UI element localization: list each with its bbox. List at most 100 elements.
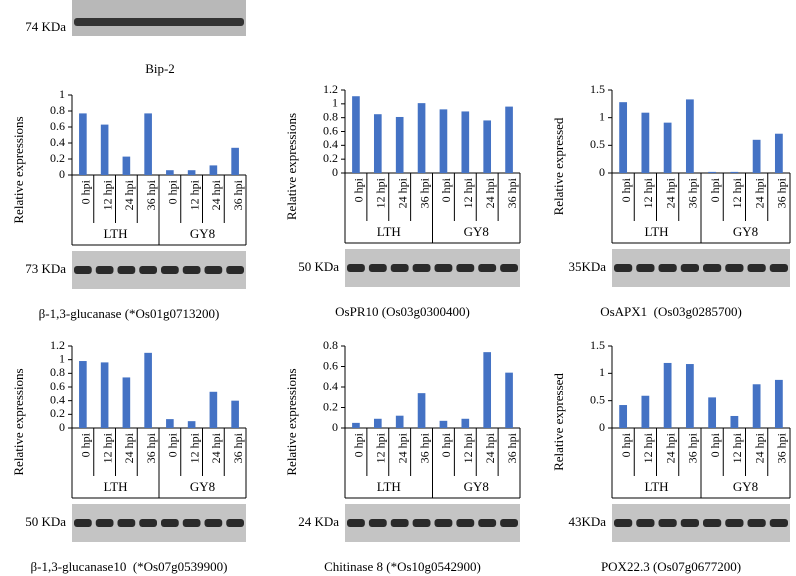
bar (439, 109, 448, 173)
blot-band (725, 264, 744, 272)
x-tick-label: 12 hpi (100, 179, 114, 210)
blot-band (347, 519, 365, 527)
caption: OsAPX1 (Os03g0285700) (600, 304, 742, 319)
x-tick-label: 12 hpi (374, 177, 388, 208)
x-tick-label: 36 hpi (231, 179, 245, 210)
bar (352, 96, 360, 173)
y-tick-label: 0.4 (50, 135, 65, 149)
group-label: GY8 (733, 224, 758, 239)
blot-band (412, 264, 431, 272)
blot-band (636, 264, 655, 272)
bar (395, 415, 404, 428)
x-tick-label: 0 hpi (166, 432, 180, 457)
blot-band (747, 264, 766, 272)
blot-band (182, 266, 201, 274)
x-tick-label: 24 hpi (663, 432, 677, 463)
x-tick-label: 24 hpi (483, 177, 497, 208)
x-tick-label: 24 hpi (209, 179, 223, 210)
bar (439, 420, 448, 428)
blot-band (478, 264, 497, 272)
y-tick-label: 0.2 (323, 151, 338, 165)
x-tick-label: 24 hpi (122, 432, 136, 463)
y-axis-label: Relative expressed (551, 373, 566, 471)
x-tick-label: 24 hpi (663, 177, 677, 208)
y-tick-label: 0 (599, 420, 605, 434)
caption: POX22.3 (Os07g0677200) (601, 559, 741, 574)
blot-band (204, 266, 223, 274)
blot-band (204, 519, 223, 527)
x-tick-label: 36 hpi (686, 432, 700, 463)
blot-band (658, 519, 677, 527)
y-tick-label: 0.4 (323, 137, 338, 151)
y-tick-label: 0 (332, 420, 338, 434)
blot-band (117, 519, 136, 527)
x-tick-label: 36 hpi (505, 177, 519, 208)
bar (373, 418, 382, 428)
x-tick-label: 12 hpi (187, 432, 201, 463)
blot-kda: 35KDa (568, 259, 606, 274)
x-tick-label: 24 hpi (752, 177, 766, 208)
y-axis-label: Relative expressions (11, 116, 26, 223)
bar (144, 113, 152, 175)
caption: Chitinase 8 (*Os10g0542900) (324, 559, 481, 574)
group-label: GY8 (733, 479, 758, 494)
x-tick-label: 0 hpi (619, 432, 633, 457)
blot-band (500, 519, 518, 527)
blot-band (139, 266, 157, 274)
x-tick-label: 24 hpi (209, 432, 223, 463)
bar (166, 170, 174, 175)
blot-band (182, 519, 201, 527)
x-tick-label: 12 hpi (461, 432, 475, 463)
y-tick-label: 0 (332, 165, 338, 179)
blot-band (74, 519, 92, 527)
y-axis-label: Relative expressions (284, 113, 299, 220)
caption: β-1,3-glucanase10 (*Os07g0539900) (31, 559, 228, 574)
y-tick-label: 1.5 (590, 82, 605, 96)
x-tick-label: 0 hpi (439, 432, 453, 457)
bar (774, 379, 783, 428)
x-tick-label: 0 hpi (439, 177, 453, 202)
y-axis-label: Relative expressions (284, 368, 299, 475)
bar (641, 395, 650, 428)
blot-band (74, 266, 92, 274)
blot-band (680, 264, 699, 272)
blot-band (614, 519, 633, 527)
blot-band (95, 266, 114, 274)
y-tick-label: 0.4 (323, 379, 338, 393)
group-label: LTH (377, 224, 401, 239)
x-tick-label: 24 hpi (483, 432, 497, 463)
bar (209, 165, 218, 175)
y-tick-label: 0.4 (50, 392, 65, 406)
blot-band (368, 264, 387, 272)
blot-band (161, 266, 179, 274)
x-tick-label: 24 hpi (395, 432, 409, 463)
bar (752, 384, 761, 428)
y-tick-label: 0.2 (50, 151, 65, 165)
bar (708, 171, 717, 173)
y-tick-label: 0.6 (323, 123, 338, 137)
y-tick-label: 1 (59, 87, 65, 101)
bar (231, 147, 239, 175)
blot-band (117, 266, 136, 274)
group-label: GY8 (190, 226, 215, 241)
x-tick-label: 36 hpi (417, 177, 431, 208)
x-tick-label: 12 hpi (730, 432, 744, 463)
blot-band (769, 519, 788, 527)
group-label: GY8 (190, 479, 215, 494)
bar (187, 421, 196, 428)
x-tick-label: 0 hpi (619, 177, 633, 202)
bar (122, 156, 131, 175)
y-tick-label: 1 (59, 351, 65, 365)
blot-band (614, 264, 633, 272)
bar (395, 116, 404, 173)
bar (352, 422, 360, 428)
blot-band (347, 264, 365, 272)
blot-band (161, 519, 179, 527)
x-tick-label: 36 hpi (417, 432, 431, 463)
y-tick-label: 0.8 (323, 338, 338, 352)
blot-band (456, 264, 475, 272)
y-tick-label: 0.8 (50, 103, 65, 117)
bar (708, 397, 717, 428)
blot-band (95, 519, 114, 527)
x-tick-label: 24 hpi (752, 432, 766, 463)
